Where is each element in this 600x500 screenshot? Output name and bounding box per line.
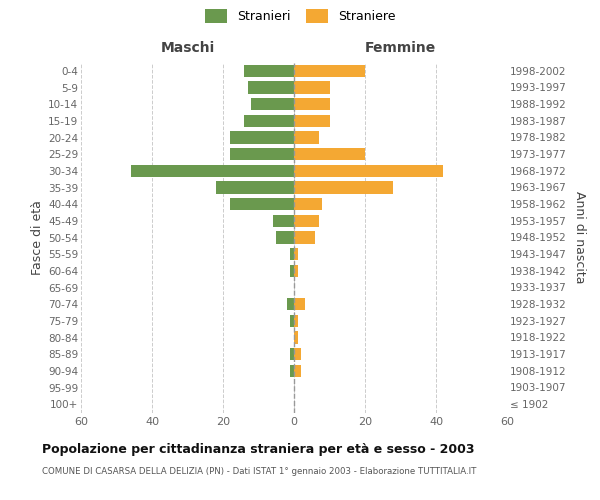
Bar [244,114,294,127]
Bar [294,131,319,144]
Bar [294,64,365,77]
Text: Maschi: Maschi [160,42,215,56]
Text: Popolazione per cittadinanza straniera per età e sesso - 2003: Popolazione per cittadinanza straniera p… [42,442,475,456]
Bar [294,364,301,377]
Bar [294,348,301,360]
Bar [230,198,294,210]
Bar [290,248,294,260]
Bar [290,364,294,377]
Bar [294,98,329,110]
Y-axis label: Anni di nascita: Anni di nascita [573,191,586,284]
Bar [131,164,294,177]
Bar [290,348,294,360]
Bar [294,248,298,260]
Bar [294,198,322,210]
Bar [294,214,319,227]
Bar [294,298,305,310]
Bar [290,314,294,327]
Bar [251,98,294,110]
Bar [276,231,294,244]
Bar [244,64,294,77]
Bar [294,264,298,277]
Bar [294,181,394,194]
Bar [294,148,365,160]
Bar [287,298,294,310]
Bar [230,148,294,160]
Y-axis label: Fasce di età: Fasce di età [31,200,44,275]
Bar [290,264,294,277]
Bar [294,164,443,177]
Bar [272,214,294,227]
Bar [248,81,294,94]
Bar [216,181,294,194]
Bar [294,81,329,94]
Text: Femmine: Femmine [365,42,436,56]
Bar [294,314,298,327]
Bar [294,231,316,244]
Bar [230,131,294,144]
Bar [294,331,298,344]
Text: COMUNE DI CASARSA DELLA DELIZIA (PN) - Dati ISTAT 1° gennaio 2003 - Elaborazione: COMUNE DI CASARSA DELLA DELIZIA (PN) - D… [42,468,476,476]
Bar [294,114,329,127]
Legend: Stranieri, Straniere: Stranieri, Straniere [205,8,395,23]
